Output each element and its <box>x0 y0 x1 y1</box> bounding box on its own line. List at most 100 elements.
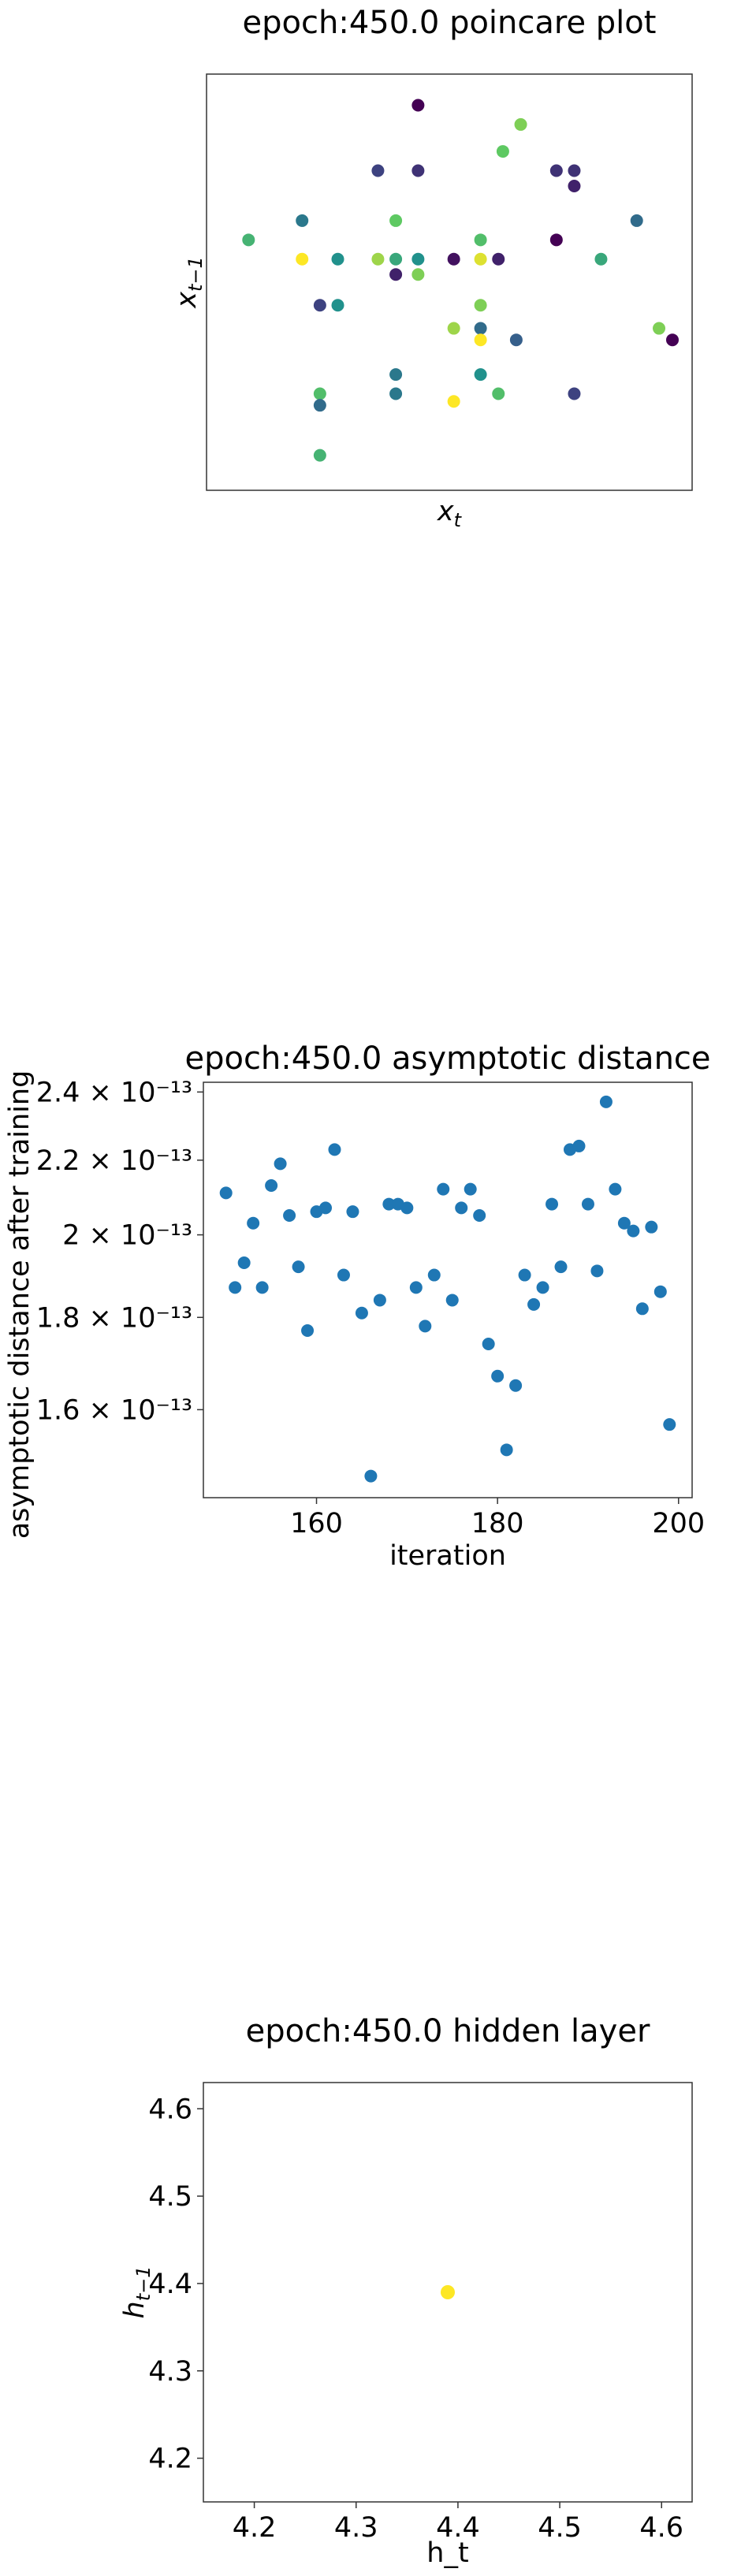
data-point <box>500 1443 513 1457</box>
y-axis-label-subscript: t−1 <box>132 2266 155 2302</box>
data-point <box>255 1281 269 1294</box>
plot-frame <box>203 2082 693 2503</box>
data-point <box>630 214 643 227</box>
data-point <box>389 387 403 400</box>
data-point <box>409 1281 423 1294</box>
data-point <box>364 1469 378 1483</box>
data-point <box>496 145 509 158</box>
data-point <box>645 1220 658 1234</box>
poincare-chart: epoch:450.0 poincare plot xt xt−1 <box>171 5 693 531</box>
y-axis-label-subscript: t−1 <box>184 256 207 292</box>
x-axis-label-subscript: t <box>454 509 463 531</box>
x-tick-label: 200 <box>652 1508 705 1539</box>
data-point <box>411 99 425 112</box>
y-tick-label: 4.5 <box>148 2181 192 2213</box>
data-point <box>514 117 527 131</box>
hidden-layer-chart: epoch:450.0 hidden layer 4.2 4.3 4.4 4.5 4.6 4… <box>119 2013 693 2569</box>
data-point <box>447 252 460 266</box>
data-point <box>371 164 385 177</box>
x-tick-label: 180 <box>471 1508 524 1539</box>
plot-frame <box>206 73 693 491</box>
data-point <box>296 252 309 266</box>
y-tick-label: 2 × 10⁻¹³ <box>62 1220 192 1252</box>
data-point <box>441 2285 455 2299</box>
x-axis-label-base: x <box>437 496 454 527</box>
y-axis-label: ht−1 <box>119 2266 155 2319</box>
data-point <box>411 252 425 266</box>
x-axis-label: iteration <box>389 1540 506 1572</box>
x-tick-label: 160 <box>290 1508 343 1539</box>
data-point <box>474 333 487 347</box>
data-point <box>229 1281 242 1294</box>
data-point <box>382 1197 396 1211</box>
data-point <box>590 1264 604 1278</box>
data-point <box>627 1224 640 1238</box>
x-tick-label: 4.3 <box>334 2512 378 2544</box>
data-point <box>546 1197 559 1211</box>
data-point <box>319 1201 332 1215</box>
y-axis-label: xt−1 <box>171 256 207 309</box>
data-point <box>599 1095 613 1108</box>
data-point <box>389 252 403 266</box>
y-tick-label: 4.3 <box>148 2356 192 2388</box>
data-point <box>536 1281 549 1294</box>
x-tick-label: 4.4 <box>436 2512 480 2544</box>
data-point <box>373 1294 386 1307</box>
data-point <box>594 252 608 266</box>
y-tick-label: 4.6 <box>148 2094 192 2125</box>
data-point <box>492 387 505 400</box>
data-point <box>653 1285 667 1298</box>
data-point <box>427 1268 441 1282</box>
data-point <box>292 1260 305 1274</box>
data-point <box>355 1306 368 1320</box>
data-point <box>331 299 344 312</box>
data-point <box>313 399 326 412</box>
data-point <box>247 1216 260 1230</box>
data-point <box>283 1209 296 1223</box>
data-point <box>549 164 563 177</box>
data-point <box>474 322 487 335</box>
data-point <box>473 1209 486 1223</box>
data-point <box>572 1139 586 1152</box>
chart-title: epoch:450.0 hidden layer <box>246 2013 650 2049</box>
x-axis-label: h_t <box>426 2537 468 2569</box>
y-tick-label: 2.4 × 10⁻¹³ <box>36 1077 192 1108</box>
y-tick-label: 4.2 <box>148 2444 192 2475</box>
data-point <box>474 368 487 382</box>
data-point <box>653 322 666 335</box>
data-point <box>464 1182 477 1196</box>
data-point <box>447 322 460 335</box>
data-point <box>474 233 487 247</box>
data-point <box>527 1297 541 1311</box>
data-point <box>419 1320 432 1333</box>
chart-title: epoch:450.0 asymptotic distance <box>184 1040 710 1077</box>
data-point <box>411 164 425 177</box>
data-point <box>219 1186 233 1200</box>
y-tick-label: 1.8 × 10⁻¹³ <box>36 1302 192 1334</box>
data-point <box>274 1157 287 1171</box>
data-point <box>400 1201 414 1215</box>
data-point <box>437 1182 450 1196</box>
x-tick-label: 4.6 <box>639 2512 683 2544</box>
data-point <box>447 395 460 408</box>
data-point <box>389 368 403 382</box>
data-point <box>296 214 309 227</box>
y-tick-label: 2.2 × 10⁻¹³ <box>36 1145 192 1177</box>
data-point <box>313 387 326 400</box>
data-point <box>617 1216 631 1230</box>
y-tick-label: 1.6 × 10⁻¹³ <box>36 1394 192 1426</box>
data-point <box>568 387 581 400</box>
x-tick-label: 4.5 <box>538 2512 582 2544</box>
data-point <box>455 1201 468 1215</box>
data-point <box>666 333 679 347</box>
data-point <box>482 1337 495 1350</box>
data-point <box>549 233 563 247</box>
data-point <box>609 1182 622 1196</box>
chart-title: epoch:450.0 poincare plot <box>243 5 657 41</box>
data-point <box>237 1256 251 1269</box>
y-tick-label: 4.4 <box>148 2269 192 2300</box>
asymptotic-distance-chart: epoch:450.0 asymptotic distance 160 180 200… <box>4 1040 711 1572</box>
x-tick-label: 4.2 <box>233 2512 277 2544</box>
data-point <box>492 252 505 266</box>
